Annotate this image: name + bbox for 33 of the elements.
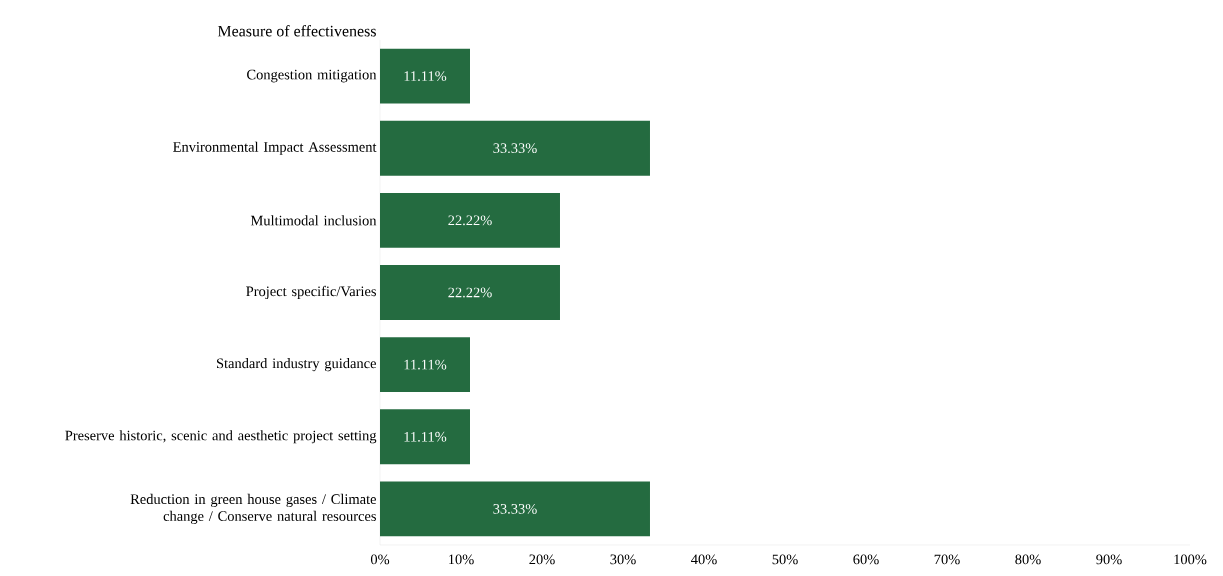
data-label: 22.22% — [448, 215, 492, 226]
data-label: 33.33% — [493, 504, 537, 514]
data-label: 22.22% — [448, 287, 492, 298]
y-tick-label: Standard industry guidance — [216, 358, 376, 372]
x-tick-label: 0% — [370, 554, 390, 565]
data-label: 11.11% — [404, 71, 447, 81]
x-tick-label: 20% — [529, 554, 555, 565]
x-tick-label: 30% — [610, 554, 636, 565]
bar — [380, 192, 560, 248]
y-tick-label: Reduction in green house gases / Climate change / Conserve natural resources — [130, 493, 376, 524]
y-axis-title: Measure of effectiveness — [217, 25, 376, 37]
bar — [380, 481, 650, 537]
x-tick-label: 60% — [853, 554, 879, 565]
bar — [380, 409, 470, 465]
bar — [380, 120, 650, 176]
y-tick-label: Multimodal inclusion — [250, 215, 377, 226]
x-tick-label: 70% — [934, 554, 960, 565]
bar — [380, 337, 470, 393]
y-tick-label: Environmental Impact Assessment — [173, 141, 377, 155]
x-tick-label: 10% — [449, 554, 474, 565]
x-tick-label: 40% — [691, 554, 717, 565]
x-tick-label: 100% — [1174, 554, 1207, 565]
data-label: 33.33% — [493, 143, 537, 154]
bar — [380, 265, 560, 320]
bar — [380, 48, 470, 104]
data-label: 11.11% — [404, 431, 447, 442]
x-tick-label: 80% — [1015, 554, 1041, 565]
x-tick-label: 50% — [772, 554, 798, 565]
y-tick-label: Preserve historic, scenic and aesthetic project setting — [65, 430, 377, 444]
y-tick-label: Congestion mitigation — [247, 69, 377, 83]
data-label: 11.11% — [404, 359, 447, 370]
y-tick-label: Project specific/Varies — [246, 285, 376, 300]
x-tick-label: 90% — [1096, 554, 1122, 565]
